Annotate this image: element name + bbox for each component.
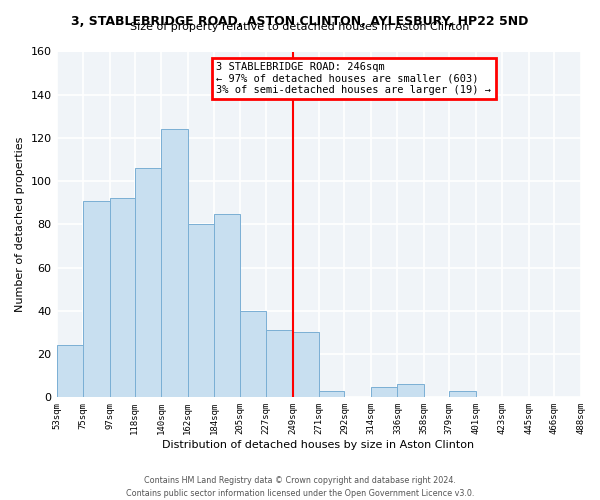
X-axis label: Distribution of detached houses by size in Aston Clinton: Distribution of detached houses by size …: [163, 440, 475, 450]
Y-axis label: Number of detached properties: Number of detached properties: [15, 136, 25, 312]
Text: 3 STABLEBRIDGE ROAD: 246sqm
← 97% of detached houses are smaller (603)
3% of sem: 3 STABLEBRIDGE ROAD: 246sqm ← 97% of det…: [217, 62, 491, 95]
Bar: [397, 384, 424, 398]
Bar: [371, 386, 397, 398]
Bar: [319, 391, 344, 398]
Bar: [83, 200, 110, 398]
Text: Size of property relative to detached houses in Aston Clinton: Size of property relative to detached ho…: [130, 22, 470, 32]
Bar: [56, 346, 83, 398]
Bar: [214, 214, 239, 398]
Bar: [161, 130, 188, 398]
Bar: [266, 330, 293, 398]
Bar: [239, 311, 266, 398]
Bar: [293, 332, 319, 398]
Bar: [188, 224, 214, 398]
Bar: [135, 168, 161, 398]
Text: 3, STABLEBRIDGE ROAD, ASTON CLINTON, AYLESBURY, HP22 5ND: 3, STABLEBRIDGE ROAD, ASTON CLINTON, AYL…: [71, 15, 529, 28]
Bar: [110, 198, 135, 398]
Bar: [449, 391, 476, 398]
Text: Contains HM Land Registry data © Crown copyright and database right 2024.
Contai: Contains HM Land Registry data © Crown c…: [126, 476, 474, 498]
